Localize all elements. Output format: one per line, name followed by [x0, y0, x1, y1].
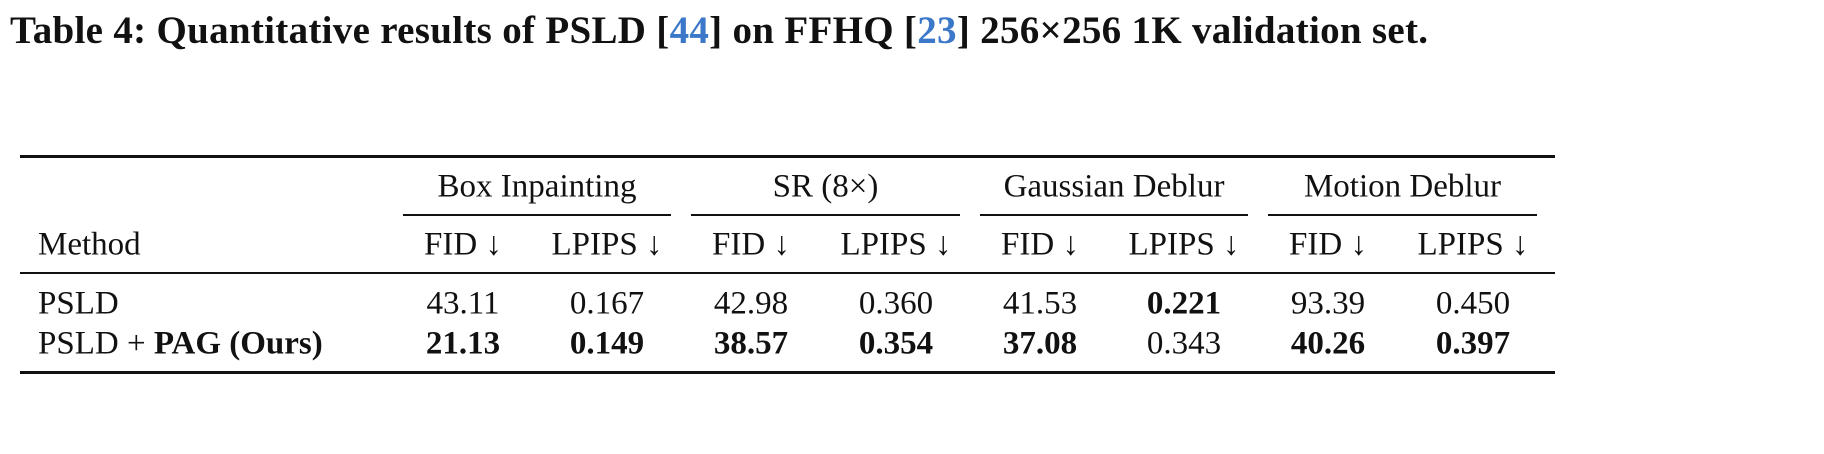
method-text: PSLD	[38, 285, 119, 322]
cmidrule	[1268, 214, 1537, 216]
mid-rule	[20, 272, 1555, 274]
group-header: SR (8×)	[772, 168, 879, 205]
citation[interactable]: 44	[669, 9, 710, 52]
group-header: Box Inpainting	[437, 168, 637, 205]
column-header: FID ↓	[1289, 226, 1367, 263]
bottom-rule	[20, 371, 1555, 374]
column-header: FID ↓	[712, 226, 790, 263]
value-cell: 41.53	[1002, 285, 1078, 322]
value-cell: 0.167	[569, 285, 645, 322]
column-header: LPIPS ↓	[1128, 226, 1240, 263]
value-cell: 38.57	[713, 325, 789, 362]
value-cell: 0.343	[1146, 325, 1222, 362]
value-cell: 0.354	[858, 325, 934, 362]
cmidrule	[691, 214, 960, 216]
group-header: Gaussian Deblur	[1003, 168, 1225, 205]
column-header: FID ↓	[424, 226, 502, 263]
method-cell: PSLD	[38, 286, 119, 323]
column-header: FID ↓	[1001, 226, 1079, 263]
value-cell: 42.98	[713, 285, 789, 322]
caption-text: ] on FFHQ [	[709, 9, 918, 52]
value-cell: 37.08	[1002, 325, 1078, 362]
method-text: PAG (Ours)	[153, 325, 323, 362]
value-cell: 0.450	[1435, 285, 1511, 322]
column-header: Method	[38, 226, 141, 263]
value-cell: 40.26	[1290, 325, 1366, 362]
method-cell: PSLD + PAG (Ours)	[38, 326, 323, 363]
caption-text: ] 256×256 1K validation set.	[956, 9, 1429, 52]
value-cell: 0.221	[1146, 285, 1222, 322]
group-header: Motion Deblur	[1303, 168, 1502, 205]
value-cell: 0.149	[569, 325, 645, 362]
caption-text: Table 4: Quantitative results of PSLD [	[10, 9, 670, 52]
citation[interactable]: 23	[917, 9, 957, 52]
column-header: LPIPS ↓	[1417, 226, 1529, 263]
method-text: PSLD +	[38, 325, 154, 362]
cmidrule	[403, 214, 671, 216]
value-cell: 21.13	[425, 325, 501, 362]
value-cell: 43.11	[426, 285, 500, 322]
column-header: LPIPS ↓	[551, 226, 663, 263]
top-rule	[20, 155, 1555, 158]
value-cell: 93.39	[1290, 285, 1366, 322]
table-caption: Table 4: Quantitative results of PSLD [4…	[10, 6, 1810, 55]
value-cell: 0.360	[858, 285, 934, 322]
value-cell: 0.397	[1435, 325, 1511, 362]
cmidrule	[980, 214, 1248, 216]
column-header: LPIPS ↓	[840, 226, 952, 263]
